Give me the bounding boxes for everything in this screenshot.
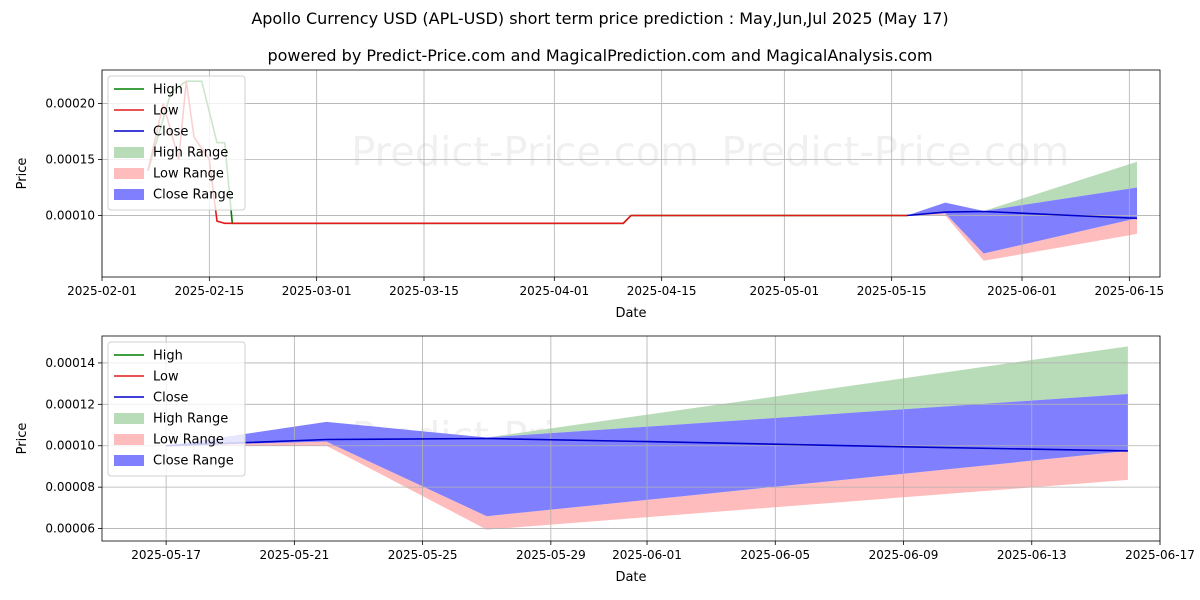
x-tick-label: 2025-05-17 xyxy=(131,548,201,562)
legend-label-high: High xyxy=(153,83,183,98)
legend-swatch-low-range xyxy=(114,434,144,445)
legend-swatch-high-range xyxy=(114,147,144,158)
legend-swatch-high-range xyxy=(114,413,144,424)
watermark-1: Predict-Price.com xyxy=(351,130,699,176)
watermark-2: Predict-Price.com xyxy=(722,130,1070,176)
x-tick-label: 2025-05-29 xyxy=(516,548,586,562)
x-tick-label: 2025-04-15 xyxy=(627,284,697,298)
legend-label-high-range: High Range xyxy=(153,146,228,161)
x-tick-label: 2025-05-21 xyxy=(259,548,329,562)
legend-label-high-range: High Range xyxy=(153,412,228,427)
y-tick-label: 0.00006 xyxy=(45,522,95,536)
legend-label-low-range: Low Range xyxy=(153,167,224,182)
chart-subtitle: powered by Predict-Price.com and Magical… xyxy=(267,46,933,65)
x-tick-label: 2025-06-17 xyxy=(1125,548,1195,562)
x-tick-label: 2025-05-15 xyxy=(857,284,927,298)
close-line xyxy=(166,437,1128,452)
x-tick-label: 2025-06-13 xyxy=(997,548,1067,562)
legend-label-low-range: Low Range xyxy=(153,433,224,448)
legend-label-low: Low xyxy=(153,104,179,119)
chart-panel-1: Predict-Price.com Predict-Price.com 2025-0… xyxy=(15,69,1164,321)
plot-frame xyxy=(101,69,1161,278)
legend: High Low Close High Range Low Range Close Ran… xyxy=(107,75,246,211)
x-tick-label: 2025-04-01 xyxy=(519,284,589,298)
x-tick-label: 2025-06-09 xyxy=(869,548,939,562)
legend-label-close: Close xyxy=(153,391,188,406)
x-tick-label: 2025-02-01 xyxy=(67,284,137,298)
y-tick-label: 0.00020 xyxy=(45,97,95,111)
legend-swatch-low-range xyxy=(114,168,144,179)
y-axis-label: Price xyxy=(15,158,30,190)
legend-label-close: Close xyxy=(153,125,188,140)
y-axis-label: Price xyxy=(15,423,30,455)
chart-panel-2: Predict-Price.comPredict-Price.com2025-0… xyxy=(15,335,1195,585)
x-tick-label: 2025-03-15 xyxy=(389,284,459,298)
legend-label-high: High xyxy=(153,349,183,364)
y-tick-label: 0.00010 xyxy=(45,208,95,222)
y-tick-label: 0.00012 xyxy=(45,397,95,411)
x-axis-label: Date xyxy=(615,306,646,321)
x-tick-label: 2025-05-01 xyxy=(749,284,819,298)
legend-label-close-range: Close Range xyxy=(153,188,234,203)
legend: High Low Close High Range Low Range Close Ran… xyxy=(107,341,246,477)
legend-swatch-close-range xyxy=(114,455,144,466)
y-tick-label: 0.00010 xyxy=(45,439,95,453)
plot-frame xyxy=(101,335,1161,542)
x-tick-label: 2025-06-01 xyxy=(612,548,682,562)
legend-swatch-close-range xyxy=(114,189,144,200)
y-tick-label: 0.00015 xyxy=(45,153,95,167)
y-tick-label: 0.00014 xyxy=(45,356,95,370)
legend-label-close-range: Close Range xyxy=(153,454,234,469)
x-tick-label: 2025-03-01 xyxy=(282,284,352,298)
x-tick-label: 2025-06-15 xyxy=(1094,284,1164,298)
y-tick-label: 0.00008 xyxy=(45,480,95,494)
legend-label-low: Low xyxy=(153,370,179,385)
chart-title: Apollo Currency USD (APL-USD) short term… xyxy=(251,9,949,28)
x-tick-label: 2025-06-01 xyxy=(987,284,1057,298)
x-tick-label: 2025-02-15 xyxy=(174,284,244,298)
x-tick-label: 2025-05-25 xyxy=(388,548,458,562)
close-line xyxy=(906,210,1138,220)
x-axis-label: Date xyxy=(615,570,646,585)
x-tick-label: 2025-06-05 xyxy=(740,548,810,562)
